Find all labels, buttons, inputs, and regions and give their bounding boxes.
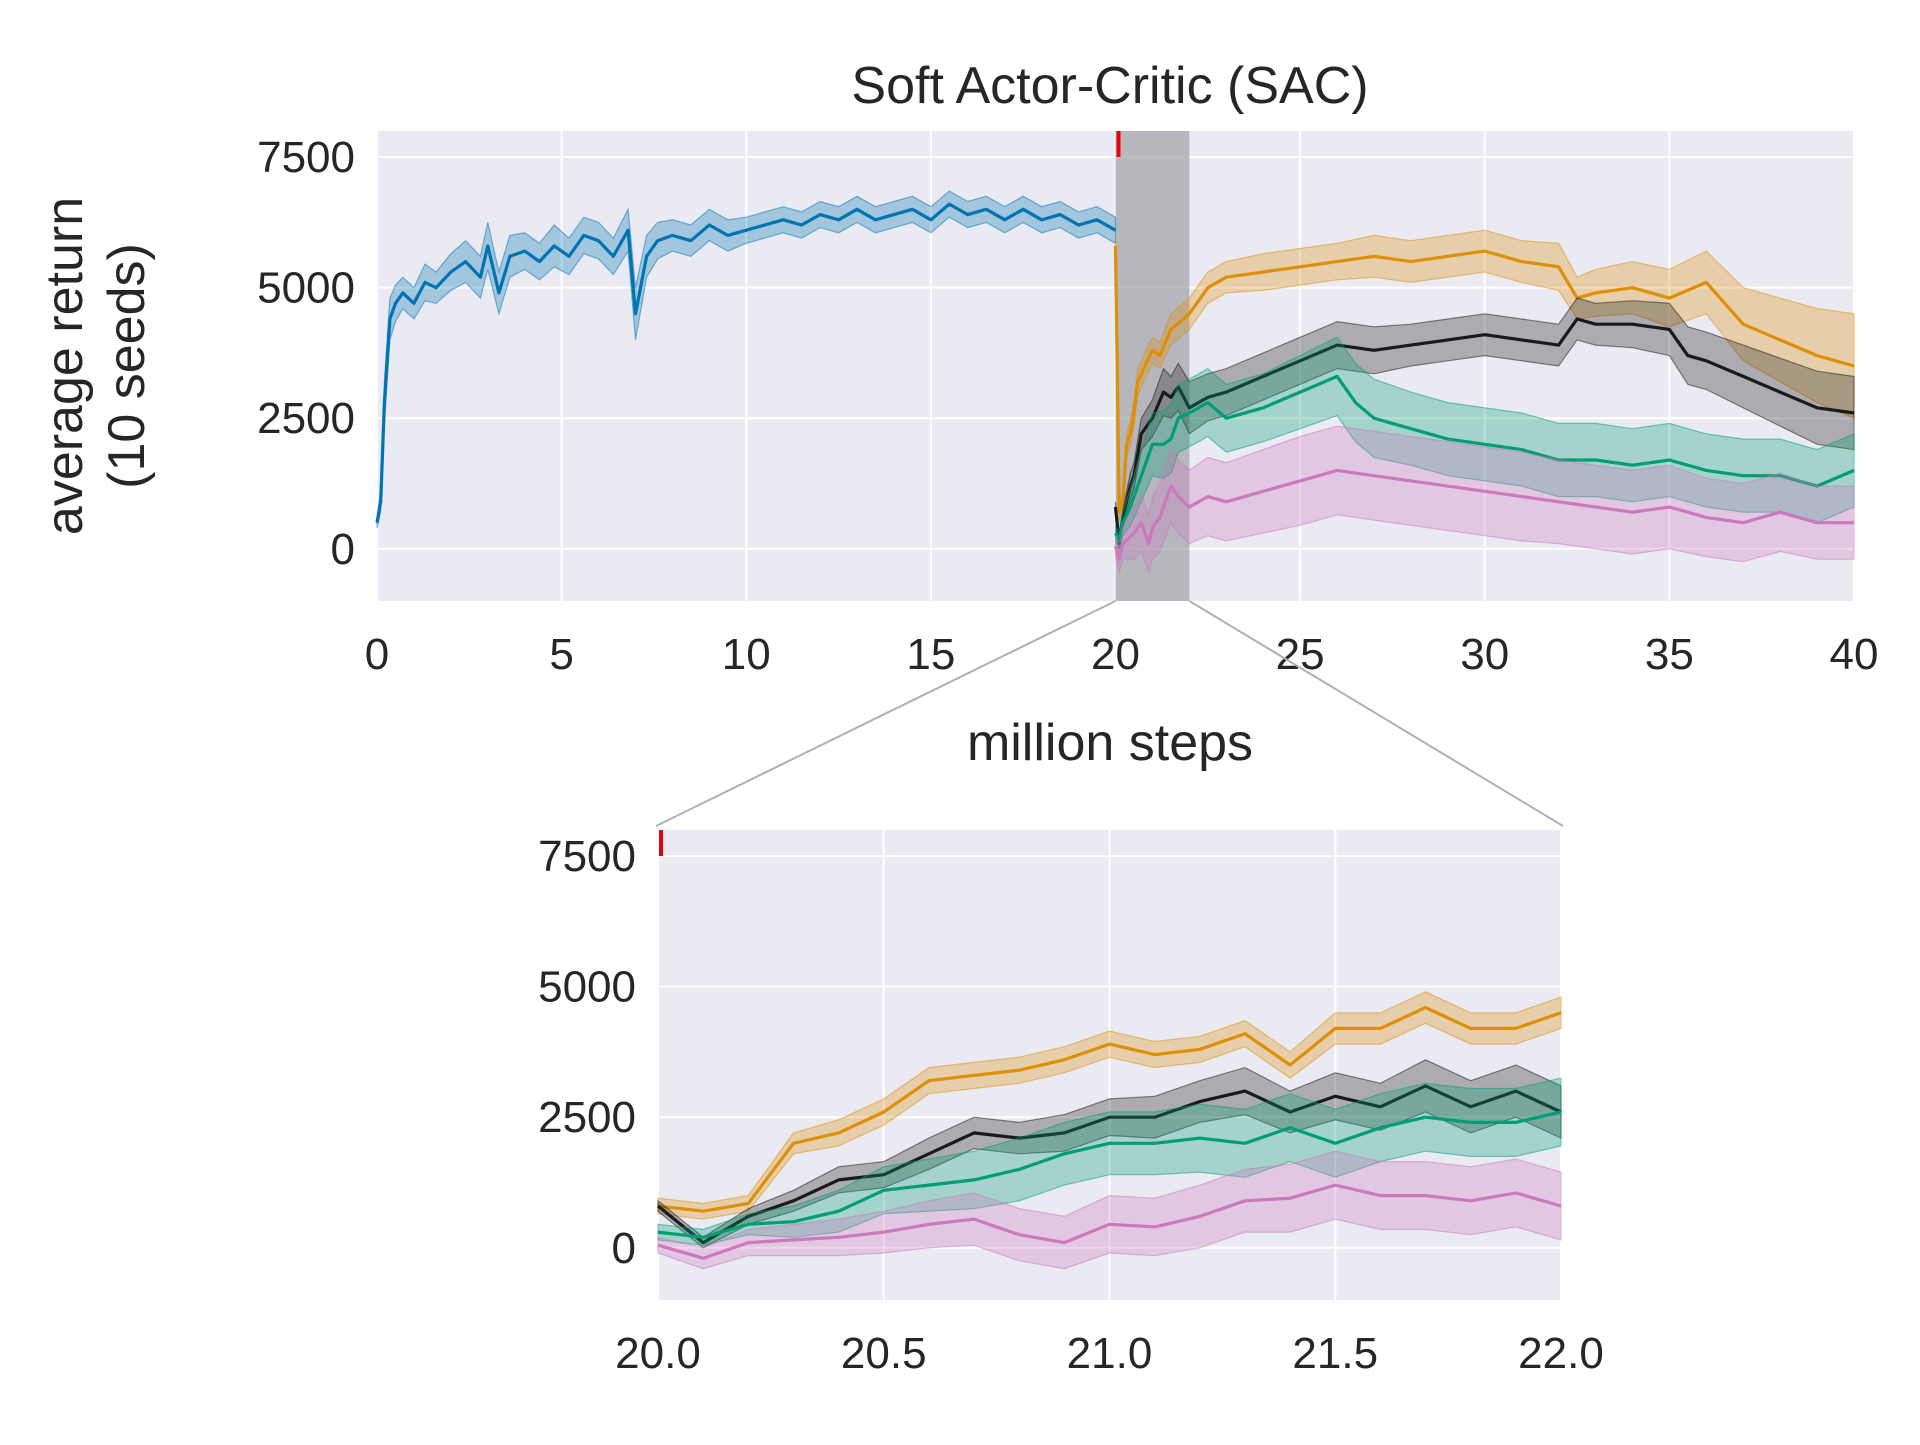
inset-x-tick-label: 20.0: [615, 1329, 701, 1378]
main-title: Soft Actor-Critic (SAC): [851, 57, 1368, 115]
main-y-ticks: 0 2500 5000 7500: [257, 133, 355, 574]
main-x-tick-label: 10: [722, 630, 771, 679]
inset-x-tick-label: 20.5: [841, 1329, 927, 1378]
main-x-tick-label: 40: [1830, 630, 1879, 679]
main-plot: 0 5 10 15 20 25 30 35 40 0 2500 5000 7500 Soft Acto…: [36, 57, 1878, 772]
inset-y-ticks: 0 2500 5000 7500: [538, 832, 636, 1273]
inset-x-ticks: 20.0 20.5 21.0 21.5 22.0: [615, 1329, 1604, 1378]
main-series-line-1: [1113, 245, 1855, 514]
inset-series-line-0: [657, 1006, 1562, 1213]
inset-series-band-2: [657, 1077, 1562, 1246]
main-series-line-2: [1113, 317, 1855, 546]
zoom-connectors: [655, 600, 1564, 827]
zoom-connector-right: [1188, 600, 1564, 827]
main-x-tick-label: 15: [906, 630, 955, 679]
main-y-tick-label: 7500: [257, 133, 355, 182]
inset-y-tick-label: 5000: [538, 963, 636, 1012]
inset-series-line-2: [657, 1110, 1562, 1239]
inset-series-band-3: [657, 1150, 1562, 1270]
main-y-axis-label-line: average return: [36, 197, 94, 535]
inset-series-line-1: [656, 1084, 1562, 1245]
main-series-line-0: [375, 202, 1117, 523]
inset-y-tick-label: 0: [612, 1224, 636, 1273]
main-x-tick-label: 5: [549, 630, 573, 679]
main-series-line-3: [1114, 374, 1855, 543]
main-y-axis-label: average return (10 seeds): [36, 197, 156, 535]
inset-plot: 20.0 20.5 21.0 21.5 22.0 0 2500 5000 7500: [538, 830, 1604, 1378]
main-y-axis-label-line: (10 seeds): [98, 243, 156, 489]
main-y-tick-label: 0: [331, 525, 355, 574]
main-y-tick-label: 5000: [257, 264, 355, 313]
main-series: [375, 131, 1855, 575]
main-x-ticks: 0 5 10 15 20 25 30 35 40: [365, 630, 1879, 679]
main-x-tick-label: 20: [1091, 630, 1140, 679]
inset-series-band-0: [657, 991, 1562, 1220]
inset-series: [656, 830, 1562, 1270]
main-x-tick-label: 25: [1276, 630, 1325, 679]
main-x-tick-label: 30: [1460, 630, 1509, 679]
main-x-axis-label: million steps: [967, 714, 1253, 772]
main-x-tick-label: 35: [1645, 630, 1694, 679]
zoom-connector-left: [655, 600, 1116, 827]
inset-x-tick-label: 21.0: [1067, 1329, 1153, 1378]
main-y-tick-label: 2500: [257, 394, 355, 443]
inset-x-tick-label: 21.5: [1292, 1329, 1378, 1378]
inset-series-line-3: [657, 1183, 1562, 1260]
inset-y-tick-label: 7500: [538, 832, 636, 881]
main-x-tick-label: 0: [365, 630, 389, 679]
inset-y-tick-label: 2500: [538, 1093, 636, 1142]
main-series-band-4: [1114, 425, 1855, 575]
main-series-line-4: [1113, 468, 1854, 561]
inset-x-tick-label: 22.0: [1518, 1329, 1604, 1378]
